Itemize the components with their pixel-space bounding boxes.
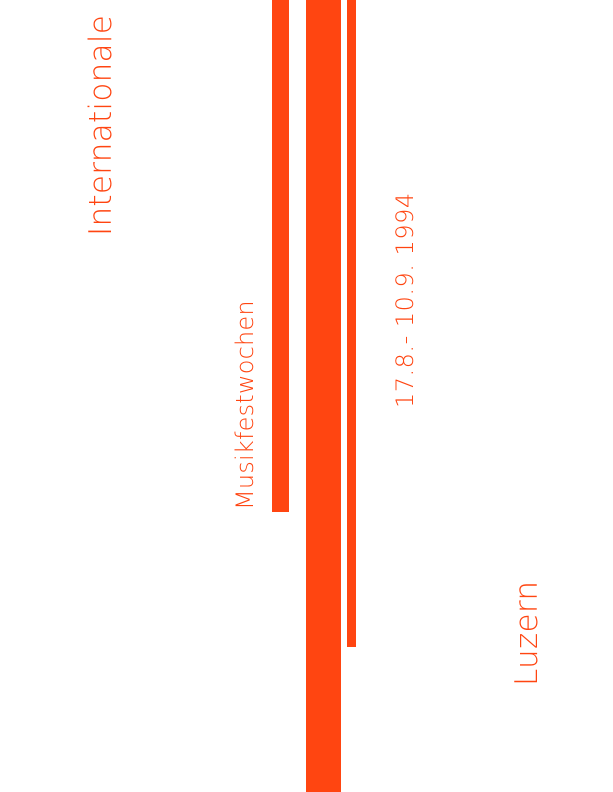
event-dates: 17.8.- 10.9. 1994 — [391, 192, 419, 408]
vertical-bar-wide — [306, 0, 341, 792]
title-internationale: Internationale — [83, 14, 119, 236]
city-luzern: Luzern — [509, 580, 545, 686]
title-musikfestwochen: Musikfestwochen — [231, 300, 259, 510]
vertical-bar-thin — [347, 0, 356, 647]
vertical-bar-left — [272, 0, 289, 512]
